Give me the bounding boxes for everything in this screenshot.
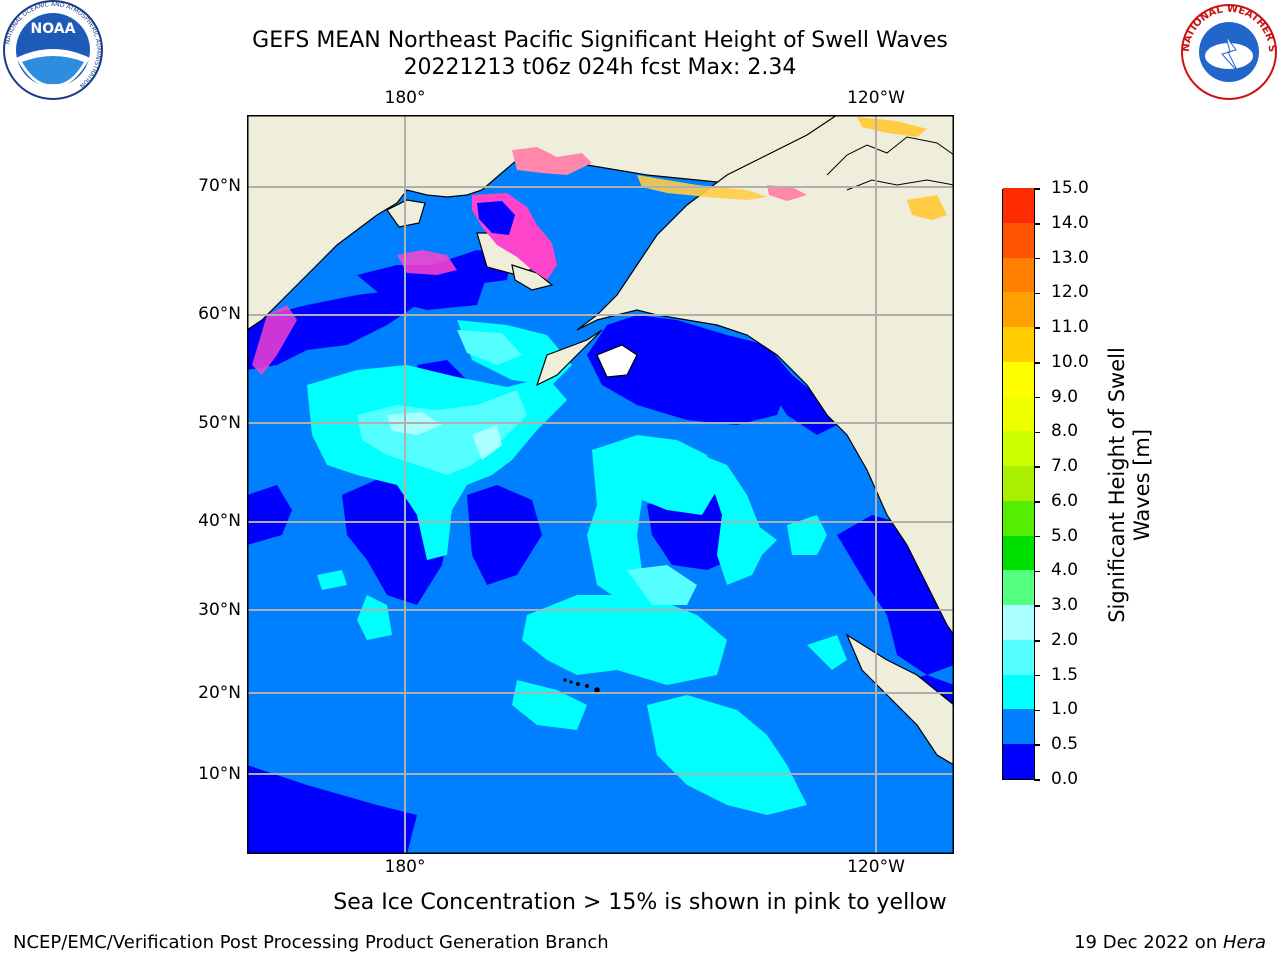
colorbar-tick-mark bbox=[1034, 327, 1040, 329]
colorbar-bin bbox=[1003, 639, 1034, 675]
lat-label-10n: 10°N bbox=[198, 764, 241, 784]
colorbar-bin bbox=[1003, 709, 1034, 745]
colorbar-bin bbox=[1003, 257, 1034, 293]
colorbar-bin bbox=[1003, 535, 1034, 571]
colorbar-bin bbox=[1003, 604, 1034, 640]
colorbar-tick-label: 2.0 bbox=[1051, 629, 1079, 650]
colorbar-tick-mark bbox=[1034, 431, 1040, 434]
colorbar-bin bbox=[1003, 396, 1034, 432]
graticule bbox=[247, 115, 954, 854]
hawaii-islands bbox=[563, 678, 600, 693]
colorbar bbox=[1002, 187, 1035, 780]
colorbar-tick-label: 11.0 bbox=[1051, 317, 1089, 338]
colorbar-tick-mark bbox=[1034, 292, 1040, 295]
swell-0-0.5m-regions bbox=[247, 250, 954, 854]
lat-label-60n: 60°N bbox=[198, 304, 241, 324]
footer-machine: Hera bbox=[1222, 932, 1266, 953]
colorbar-tick-label: 14.0 bbox=[1051, 212, 1089, 233]
chart-title: GEFS MEAN Northeast Pacific Significant … bbox=[252, 28, 948, 53]
colorbar-tick-mark bbox=[1034, 501, 1040, 503]
colorbar-bin bbox=[1003, 674, 1034, 710]
colorbar-bin bbox=[1003, 326, 1034, 362]
colorbar-bin bbox=[1003, 569, 1034, 606]
colorbar-tick-label: 5.0 bbox=[1051, 525, 1079, 546]
colorbar-tick-mark bbox=[1034, 396, 1040, 399]
colorbar-bin bbox=[1003, 222, 1034, 258]
colorbar-label: Significant Height of Swell Waves [m] bbox=[1105, 347, 1154, 623]
svg-text:NOAA: NOAA bbox=[31, 21, 76, 37]
colorbar-tick-label: 12.0 bbox=[1051, 282, 1089, 303]
colorbar-tick-label: 13.0 bbox=[1051, 247, 1089, 268]
colorbar-tick-mark bbox=[1034, 535, 1040, 538]
lat-label-30n: 30°N bbox=[198, 600, 241, 620]
colorbar-tick-mark bbox=[1034, 570, 1040, 573]
colorbar-tick-label: 0.0 bbox=[1051, 769, 1079, 789]
lon-label-top-180: 180° bbox=[384, 88, 426, 108]
colorbar-bin bbox=[1003, 361, 1034, 397]
colorbar-tick-label: 10.0 bbox=[1051, 351, 1089, 372]
colorbar-tick-label: 3.0 bbox=[1051, 595, 1079, 616]
colorbar-tick-mark bbox=[1034, 466, 1040, 468]
footer-date: 19 Dec 2022 on Hera bbox=[1074, 932, 1266, 953]
map-frame bbox=[247, 115, 954, 854]
colorbar-tick-label: 0.5 bbox=[1051, 734, 1079, 755]
colorbar-tick-label: 6.0 bbox=[1051, 490, 1079, 511]
colorbar-tick-mark bbox=[1034, 744, 1040, 746]
lon-label-bottom-120w: 120°W bbox=[847, 857, 905, 877]
colorbar-tick-mark bbox=[1034, 674, 1040, 677]
colorbar-bin bbox=[1003, 291, 1034, 328]
footer-branch: NCEP/EMC/Verification Post Processing Pr… bbox=[13, 932, 609, 953]
sea-ice-note: Sea Ice Concentration > 15% is shown in … bbox=[333, 890, 947, 915]
sea-ice-regions bbox=[252, 117, 947, 375]
nws-logo: NATIONAL WEATHER SERVICE bbox=[1174, 0, 1280, 100]
colorbar-tick-label: 15.0 bbox=[1051, 178, 1089, 198]
colorbar-tick-mark bbox=[1034, 257, 1040, 260]
colorbar-tick-mark bbox=[1034, 709, 1040, 712]
lat-label-50n: 50°N bbox=[198, 413, 241, 433]
chart-subtitle: 20221213 t06z 024h fcst Max: 2.34 bbox=[403, 55, 797, 80]
colorbar-bin bbox=[1003, 465, 1034, 501]
colorbar-tick-mark bbox=[1034, 223, 1040, 225]
colorbar-tick-label: 7.0 bbox=[1051, 456, 1079, 477]
colorbar-bin bbox=[1003, 187, 1034, 223]
colorbar-tick-label: 1.0 bbox=[1051, 699, 1079, 720]
lon-label-top-120w: 120°W bbox=[847, 88, 905, 108]
colorbar-tick-label: 9.0 bbox=[1051, 386, 1079, 407]
lat-label-70n: 70°N bbox=[198, 176, 241, 196]
colorbar-tick-label: 8.0 bbox=[1051, 421, 1079, 442]
colorbar-tick-label: 4.0 bbox=[1051, 560, 1079, 581]
colorbar-bin bbox=[1003, 743, 1034, 779]
noaa-logo: NOAA NATIONAL OCEANIC AND ATMOSPHERIC AD… bbox=[2, 0, 104, 100]
swell-height-map bbox=[247, 115, 954, 854]
colorbar-bin bbox=[1003, 430, 1034, 467]
colorbar-ticks: 0.0 0.5 1.0 1.5 2.0 3.0 4.0 5.0 6.0 7.0 8.0 9.0 10.0… bbox=[1034, 178, 1114, 789]
colorbar-tick-mark bbox=[1034, 362, 1040, 364]
colorbar-tick-mark bbox=[1034, 640, 1040, 642]
lat-label-20n: 20°N bbox=[198, 683, 241, 703]
colorbar-tick-mark bbox=[1034, 779, 1040, 781]
colorbar-bin bbox=[1003, 500, 1034, 536]
colorbar-tick-mark bbox=[1034, 188, 1040, 190]
coastline-details bbox=[826, 136, 954, 191]
colorbar-tick-label: 1.5 bbox=[1051, 664, 1079, 685]
lat-label-40n: 40°N bbox=[198, 511, 241, 531]
lon-label-bottom-180: 180° bbox=[384, 857, 426, 877]
colorbar-tick-mark bbox=[1034, 605, 1040, 607]
